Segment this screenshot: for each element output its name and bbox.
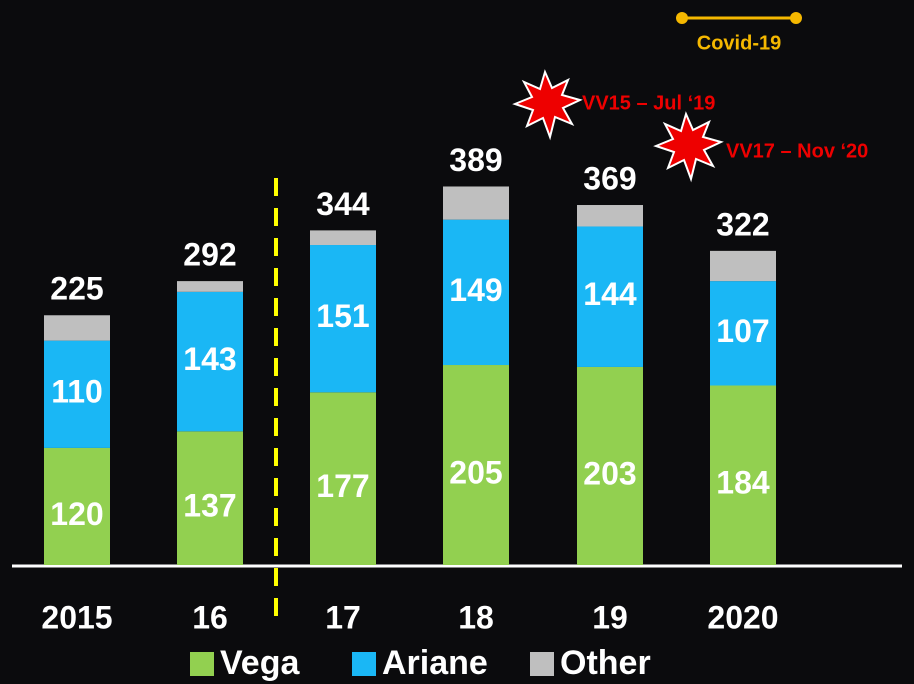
bar-segment (710, 385, 776, 565)
x-tick-label: 2015 (41, 599, 112, 635)
legend-swatch (530, 652, 554, 676)
bar-segment (710, 250, 776, 282)
bar-segment (577, 205, 643, 227)
bar-segment (310, 245, 376, 393)
value-label: 151 (316, 298, 369, 334)
value-label: 149 (449, 272, 502, 308)
bar-segment (44, 447, 110, 565)
bar-segment (177, 431, 243, 565)
value-label: 177 (316, 468, 369, 504)
failure-icon (512, 69, 583, 141)
legend-label: Ariane (382, 644, 488, 682)
bar-segment (577, 366, 643, 565)
total-label: 369 (583, 160, 636, 196)
x-tick-label: 17 (325, 599, 361, 635)
total-label: 389 (449, 142, 502, 178)
value-label: 144 (583, 276, 637, 312)
x-tick-label: 16 (192, 599, 228, 635)
failure-icon (653, 111, 724, 183)
bar-segment (44, 315, 110, 341)
bar-segment (44, 340, 110, 448)
bar-segment (443, 365, 509, 565)
covid-end (790, 12, 802, 24)
value-label: 184 (716, 465, 770, 501)
bar-segment (310, 392, 376, 565)
value-label: 205 (449, 454, 502, 490)
bar-segment (177, 291, 243, 432)
total-label: 322 (716, 206, 769, 242)
bar-segment (710, 281, 776, 386)
legend-swatch (190, 652, 214, 676)
value-label: 110 (51, 374, 103, 410)
legend-label: Other (560, 644, 651, 682)
value-label: 143 (183, 341, 236, 377)
bar-segment (310, 230, 376, 246)
legend-label: Vega (220, 644, 300, 682)
annotation: Covid-19 (697, 32, 781, 54)
x-tick-label: 18 (458, 599, 494, 635)
annotation: VV17 – Nov ‘20 (726, 140, 868, 162)
bar-segment (443, 219, 509, 366)
value-label: 137 (183, 488, 236, 524)
value-label: 203 (583, 455, 636, 491)
covid-start (676, 12, 688, 24)
total-label: 225 (50, 271, 103, 307)
bar-segment (177, 281, 243, 292)
total-label: 292 (183, 237, 236, 273)
x-tick-label: 19 (592, 599, 628, 635)
total-label: 344 (316, 186, 370, 222)
value-label: 107 (716, 313, 769, 349)
annotation: VV15 – Jul ‘19 (582, 92, 715, 114)
value-label: 120 (50, 496, 103, 532)
x-tick-label: 2020 (707, 599, 778, 635)
bar-segment (443, 186, 509, 220)
legend-swatch (352, 652, 376, 676)
bar-segment (577, 226, 643, 367)
